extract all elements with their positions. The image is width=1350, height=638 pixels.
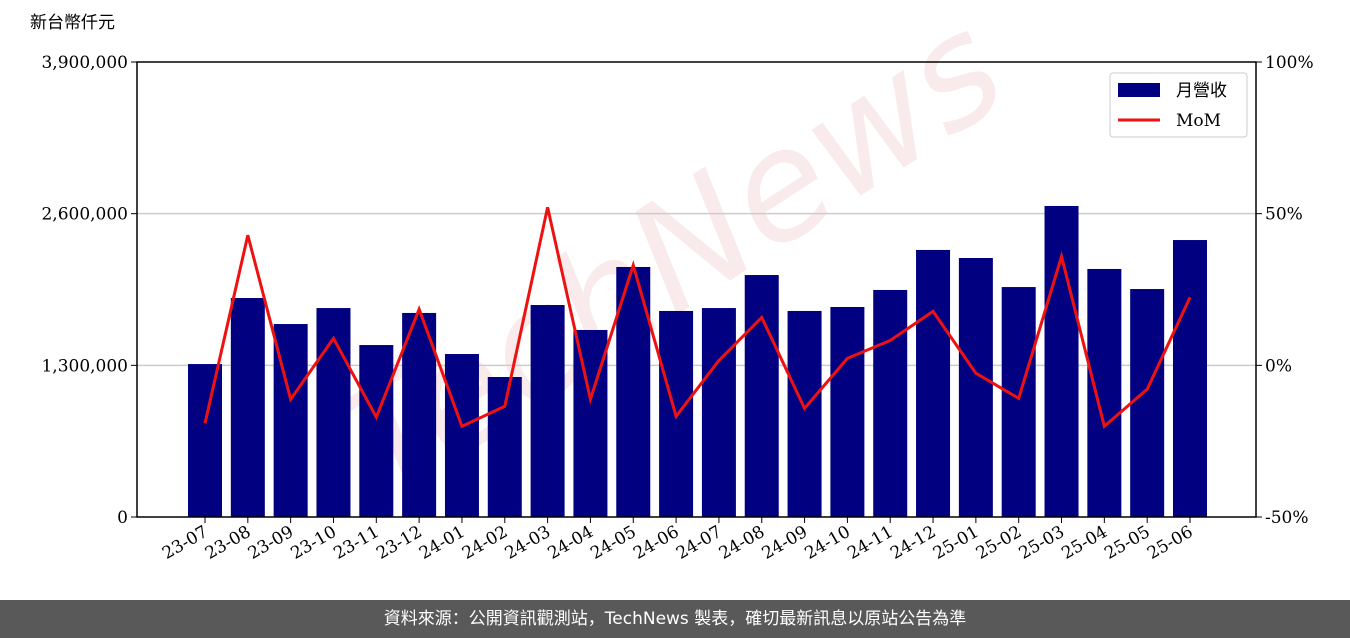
y-tick-label: 1,300,000 xyxy=(41,356,128,376)
bar xyxy=(830,307,865,517)
bar xyxy=(316,308,351,517)
y-tick-label: 2,600,000 xyxy=(41,205,128,225)
x-tick-label: 24-11 xyxy=(844,522,896,564)
y2-tick-label: 50% xyxy=(1265,205,1303,225)
x-tick-label: 23-12 xyxy=(373,522,425,564)
y-axis-title: 新台幣仟元 xyxy=(30,13,115,33)
y2-tick-label: -50% xyxy=(1265,508,1309,528)
x-tick-label: 24-07 xyxy=(673,522,725,564)
x-tick-label: 24-05 xyxy=(587,522,639,564)
x-tick-label: 25-06 xyxy=(1144,522,1196,564)
x-tick-label: 24-08 xyxy=(716,522,768,564)
x-tick-label: 25-04 xyxy=(1058,522,1110,564)
x-tick-label: 24-01 xyxy=(416,522,468,564)
bar xyxy=(444,354,479,517)
x-tick-label: 24-12 xyxy=(887,522,939,564)
x-tick-label: 23-07 xyxy=(159,522,211,564)
x-tick-label: 24-03 xyxy=(502,522,554,564)
x-tick-label: 25-05 xyxy=(1101,522,1153,564)
footer: 資料來源：公開資訊觀測站，TechNews 製表，確切最新訊息以原站公告為準 xyxy=(0,600,1350,638)
bar xyxy=(701,308,736,517)
bar xyxy=(787,310,822,517)
x-tick-label: 24-09 xyxy=(759,522,811,564)
x-tick-label: 23-10 xyxy=(288,522,340,564)
bar xyxy=(1130,289,1165,517)
bar xyxy=(402,312,437,517)
x-tick-label: 25-01 xyxy=(930,522,982,564)
x-tick-label: 24-04 xyxy=(544,522,596,564)
x-tick-label: 23-08 xyxy=(202,522,254,564)
bar xyxy=(359,345,394,517)
bar xyxy=(230,298,265,517)
bar xyxy=(188,364,222,517)
y2-tick-label: 0% xyxy=(1265,356,1292,376)
x-tick-label: 25-02 xyxy=(973,522,1025,564)
legend-label: 月營收 xyxy=(1176,81,1227,101)
y2-tick-label: 100% xyxy=(1265,53,1314,73)
bar xyxy=(916,249,951,517)
y-tick-label: 3,900,000 xyxy=(41,53,128,73)
x-tick-label: 23-11 xyxy=(330,522,382,564)
bar xyxy=(744,275,779,517)
line xyxy=(203,206,1192,430)
bar xyxy=(1087,268,1122,517)
legend-swatch xyxy=(1118,83,1160,97)
bar xyxy=(958,258,993,517)
legend-label: MoM xyxy=(1176,111,1221,131)
plot-frame xyxy=(136,61,1257,518)
x-tick-label: 24-02 xyxy=(459,522,511,564)
x-tick-label: 23-09 xyxy=(245,522,297,564)
y-tick-label: 0 xyxy=(117,508,128,528)
bar xyxy=(1173,240,1207,518)
x-tick-label: 25-03 xyxy=(1016,522,1068,564)
bar xyxy=(1001,287,1036,517)
bar xyxy=(873,289,908,517)
bar xyxy=(530,305,565,517)
bar xyxy=(487,377,522,517)
x-tick-label: 24-06 xyxy=(630,522,682,564)
x-tick-label: 24-10 xyxy=(801,522,853,564)
chart: TechNews 新台幣仟元 01,300,0002,600,0003,900,… xyxy=(30,0,1314,564)
